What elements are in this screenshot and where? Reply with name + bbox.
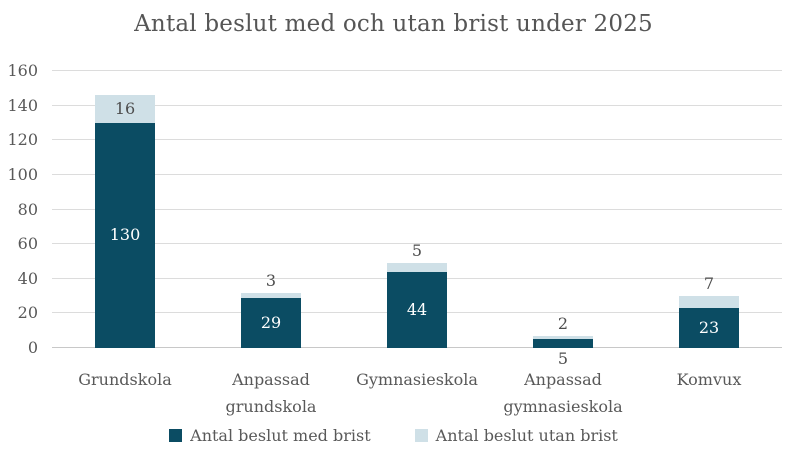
- gridline: [52, 208, 782, 210]
- bar-segment-utan-brist: [679, 296, 739, 309]
- bar-value-med-brist: 23: [698, 318, 720, 338]
- gridline: [52, 173, 782, 175]
- bar-value-utan-brist: 5: [411, 241, 423, 261]
- category-label: Grundskola: [78, 370, 172, 389]
- legend: Antal beslut med brist Antal beslut utan …: [0, 427, 787, 444]
- bar-value-utan-brist: 2: [557, 313, 569, 333]
- bar-value-med-brist: 29: [260, 312, 282, 332]
- category-label: Gymnasieskola: [356, 370, 478, 389]
- gridline: [52, 243, 782, 245]
- bar-segment-med-brist: [95, 122, 155, 348]
- plot-area: 130 16 29 3 44 5 5 2 23 7: [52, 70, 782, 368]
- bar-segment-med-brist: [679, 308, 739, 348]
- y-tick-label: 0: [27, 338, 38, 357]
- bar-segment-utan-brist: [387, 263, 447, 272]
- bar-value-utan-brist: 7: [703, 274, 715, 294]
- bar-segment-med-brist: [533, 339, 593, 348]
- bar-segment-med-brist: [387, 271, 447, 348]
- bar-segment-utan-brist: [533, 335, 593, 340]
- y-tick-label: 120: [7, 130, 38, 150]
- y-tick-label: 20: [17, 303, 38, 323]
- bar-segment-utan-brist: [241, 292, 301, 298]
- bar-value-utan-brist: 16: [114, 99, 136, 119]
- category-label: Anpassad gymnasieskola: [503, 370, 623, 416]
- y-axis: 0 20 40 60 80 100 120 140 160: [0, 61, 42, 357]
- gridline: [52, 70, 782, 71]
- legend-swatch: [414, 429, 428, 442]
- y-tick-label: 140: [7, 95, 38, 115]
- legend-label: Antal beslut med brist: [190, 426, 371, 445]
- y-tick-label: 80: [17, 199, 38, 219]
- legend-swatch: [169, 429, 183, 442]
- bar-value-med-brist: 130: [109, 225, 141, 245]
- y-tick-label: 60: [17, 234, 38, 254]
- legend-item: Antal beslut med brist: [169, 427, 371, 444]
- gridline: [52, 139, 782, 141]
- bar-segment-med-brist: [241, 297, 301, 348]
- y-tick-label: 160: [7, 61, 38, 80]
- y-tick-label: 100: [7, 164, 38, 184]
- bar-value-med-brist: 44: [406, 299, 428, 319]
- category-label: Komvux: [676, 370, 742, 389]
- gridline: [52, 104, 782, 106]
- bar-value-utan-brist: 3: [265, 270, 277, 290]
- legend-item: Antal beslut utan brist: [414, 426, 618, 445]
- legend-label: Antal beslut utan brist: [435, 426, 618, 445]
- category-label: Anpassad grundskola: [225, 370, 317, 416]
- chart-title: Antal beslut med och utan brist under 20…: [134, 11, 653, 37]
- y-tick-label: 40: [17, 268, 38, 288]
- bar-segment-utan-brist: [95, 95, 155, 123]
- bar-value-med-brist: 5: [557, 349, 569, 368]
- x-axis: Grundskola Anpassad grundskola Gymnasiesko…: [52, 366, 782, 426]
